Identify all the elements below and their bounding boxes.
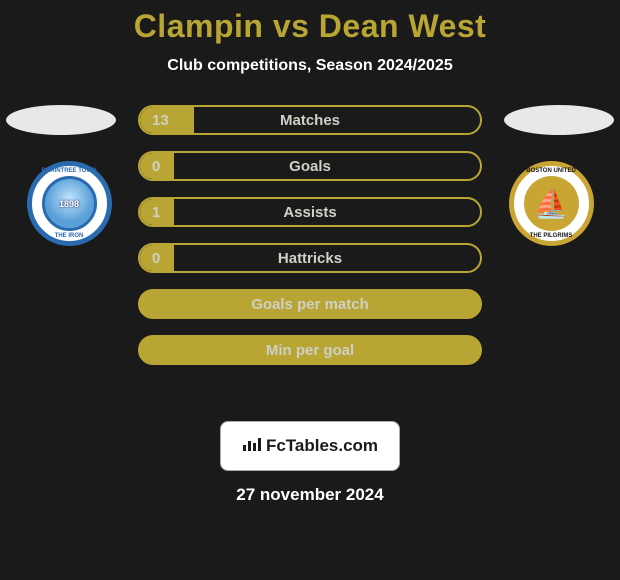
player2-club-crest: BOSTON UNITED ⛵ THE PILGRIMS (502, 161, 600, 246)
chart-icon (242, 436, 262, 457)
date-label: 27 november 2024 (0, 485, 620, 505)
page-title: Clampin vs Dean West (0, 8, 620, 45)
stat-bar: 0Hattricks (138, 243, 482, 273)
stat-bar: 13Matches (138, 105, 482, 135)
header: Clampin vs Dean West Club competitions, … (0, 0, 620, 75)
stat-bar: 1Assists (138, 197, 482, 227)
stat-label: Hattricks (140, 245, 480, 271)
stat-bar: Min per goal (138, 335, 482, 365)
stat-bar: Goals per match (138, 289, 482, 319)
comparison-area: BRAINTREE TOWN 1898 THE IRON BOSTON UNIT… (0, 105, 620, 415)
source-badge[interactable]: FcTables.com (220, 421, 400, 471)
stat-label: Assists (140, 199, 480, 225)
stat-label: Goals (140, 153, 480, 179)
stat-bar: 0Goals (138, 151, 482, 181)
crest1-bottom-text: THE IRON (32, 233, 107, 239)
crest1-top-text: BRAINTREE TOWN (32, 168, 107, 174)
player1-club-crest: BRAINTREE TOWN 1898 THE IRON (20, 161, 118, 246)
player1-avatar (6, 105, 116, 135)
stat-label: Matches (140, 107, 480, 133)
crest2-top-text: BOSTON UNITED (514, 168, 589, 174)
ship-icon: ⛵ (534, 187, 569, 220)
stat-label: Min per goal (140, 337, 480, 363)
crest2-bottom-text: THE PILGRIMS (514, 233, 589, 239)
stat-bars: 13Matches 0Goals 1Assists 0Hattricks Goals p… (138, 105, 482, 381)
stat-label: Goals per match (140, 291, 480, 317)
player2-avatar (504, 105, 614, 135)
crest1-year: 1898 (45, 199, 94, 209)
source-label: FcTables.com (266, 436, 378, 456)
page-subtitle: Club competitions, Season 2024/2025 (0, 57, 620, 75)
